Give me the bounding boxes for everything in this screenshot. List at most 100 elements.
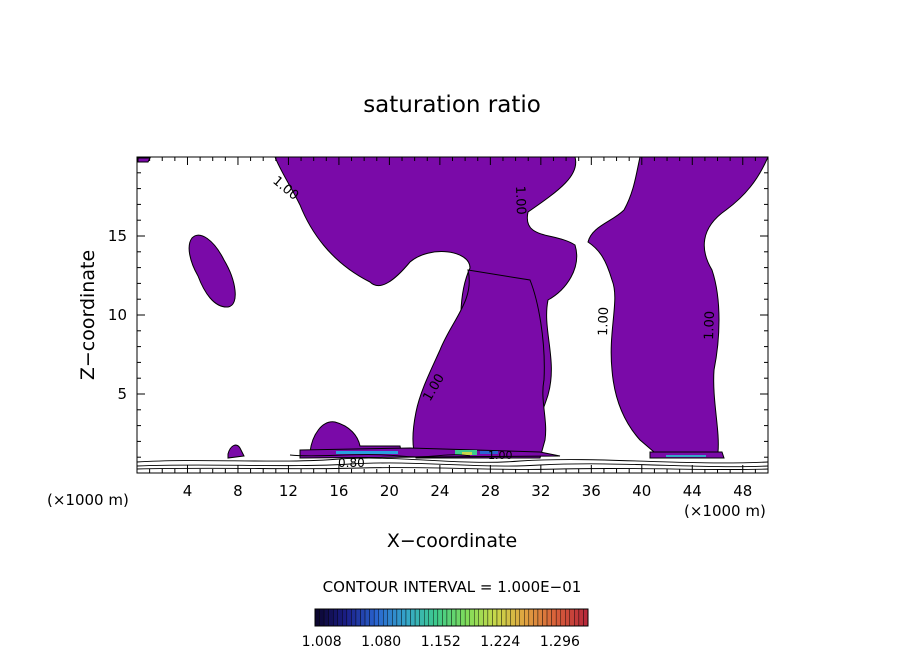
x-unit-label: (×1000 m) (684, 502, 766, 520)
y-axis: 5 10 15 (108, 172, 768, 458)
colorbar-cell (392, 608, 398, 627)
colorbar-cell (519, 608, 525, 627)
colorbar-cell (542, 608, 548, 627)
y-tick-label: 15 (108, 227, 127, 245)
colorbar-cell (492, 608, 498, 627)
colorbar-cell (314, 608, 320, 627)
colorbar-cell (546, 608, 552, 627)
colorbar (314, 608, 589, 627)
colorbar-cell (433, 608, 439, 627)
contour-label: 1.00 (596, 307, 612, 336)
colorbar-cell (528, 608, 534, 627)
colorbar-cell (424, 608, 429, 627)
contour-label: 1.00 (512, 186, 528, 215)
x-tick-label: 44 (683, 482, 702, 500)
x-tick-label: 24 (430, 482, 449, 500)
colorbar-cell (474, 608, 480, 627)
colorbar-cell (565, 608, 571, 627)
colorbar-cell (555, 608, 561, 627)
z-unit-label: (×1000 m) (47, 491, 129, 509)
colorbar-cell (583, 608, 589, 627)
colorbar-cell (333, 608, 338, 627)
x-tick-label: 4 (183, 482, 193, 500)
contour-interval: CONTOUR INTERVAL = 1.000E−01 (323, 578, 582, 596)
colorbar-cell (323, 608, 329, 627)
colorbar-cell (569, 608, 575, 627)
x-axis-title: X−coordinate (387, 530, 517, 552)
x-tick-label: 28 (481, 482, 500, 500)
colorbar-cell (464, 608, 470, 627)
colorbar-tick-label: 1.008 (302, 634, 342, 650)
x-tick-label: 8 (233, 482, 243, 500)
colorbar-cell (419, 608, 425, 627)
colorbar-cell (496, 608, 502, 627)
colorbar-cell (510, 608, 516, 627)
region-right-column (587, 157, 768, 453)
colorbar-cell (469, 608, 475, 627)
colorbar-cell (373, 608, 379, 627)
colorbar-cell (369, 608, 375, 627)
colorbar-cell (533, 608, 539, 627)
region-surface-band (299, 447, 561, 459)
colorbar-cell (319, 608, 325, 627)
colorbar-cell (364, 608, 370, 627)
colorbar-cell (483, 608, 489, 627)
y-tick-label: 10 (108, 306, 127, 324)
surface-contours (136, 454, 769, 471)
colorbar-cell (396, 608, 402, 627)
colorbar-cell (578, 608, 584, 627)
colorbar-cell (346, 608, 352, 627)
colorbar-cell (378, 608, 384, 627)
colorbar-cell (446, 608, 452, 627)
x-axis: 4 8 12 16 20 24 28 32 36 40 44 48 (149, 157, 756, 500)
colorbar-cell (414, 608, 420, 627)
y-tick-label: 5 (117, 385, 127, 403)
x-tick-label: 48 (733, 482, 752, 500)
colorbar-cell (342, 608, 348, 627)
chart-title: saturation ratio (363, 92, 541, 118)
y-axis-title: Z−coordinate (77, 250, 99, 380)
colored-slivers (336, 450, 706, 457)
supersaturated-regions (137, 157, 768, 459)
colorbar-cell (455, 608, 461, 627)
x-tick-label: 36 (582, 482, 601, 500)
colorbar-cell (524, 608, 530, 627)
colorbar-cell (437, 608, 443, 627)
colorbar-cell (405, 608, 411, 627)
x-tick-label: 12 (279, 482, 298, 500)
colorbar-cell (328, 608, 334, 627)
colorbar-ticks: 1.008 1.080 1.152 1.224 1.296 (302, 634, 580, 650)
colorbar-cell (478, 608, 484, 627)
colorbar-cell (355, 608, 361, 627)
colorbar-cell (487, 608, 493, 627)
colorbar-cell (442, 608, 448, 627)
region-blob-left (188, 234, 236, 308)
colorbar-cell (560, 608, 566, 627)
region-speck (227, 444, 245, 459)
colorbar-cell (351, 608, 357, 627)
region-lower-column (412, 269, 547, 459)
colorbar-tick-label: 1.296 (540, 634, 580, 650)
colorbar-cell (515, 608, 520, 627)
colorbar-cell (401, 608, 407, 627)
x-tick-label: 32 (531, 482, 550, 500)
contour-label: 0.80 (338, 456, 365, 470)
region-speck-2 (137, 157, 151, 163)
colorbar-cell (574, 608, 580, 627)
colorbar-cell (428, 608, 434, 627)
colorbar-tick-label: 1.224 (480, 634, 520, 650)
x-tick-label: 40 (632, 482, 651, 500)
colorbar-cell (383, 608, 389, 627)
colorbar-cell (451, 608, 457, 627)
colorbar-cell (460, 608, 466, 627)
colorbar-frame (314, 608, 589, 627)
contour-label: 1.00 (702, 311, 718, 340)
colorbar-cell (505, 608, 511, 627)
colorbar-cell (537, 608, 543, 627)
colorbar-cell (501, 608, 507, 627)
colorbar-cell (360, 608, 366, 627)
colorbar-cell (337, 608, 343, 627)
contour-label: 1.00 (488, 449, 513, 462)
colorbar-tick-label: 1.152 (421, 634, 461, 650)
